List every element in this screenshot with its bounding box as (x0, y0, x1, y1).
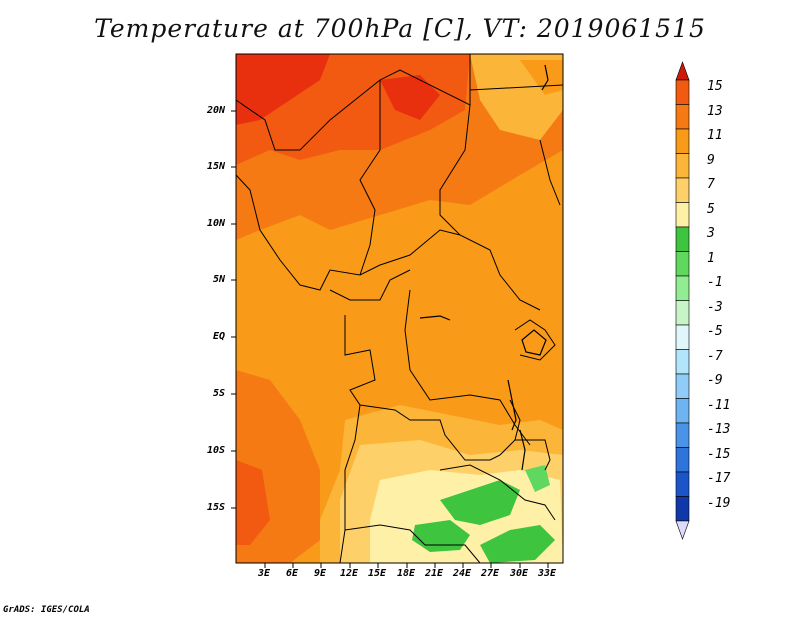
colorbar-swatch (675, 251, 690, 277)
colorbar-swatch (675, 128, 690, 154)
colorbar-swatch (675, 275, 690, 301)
lon-label-30e: 30E (510, 568, 529, 579)
colorbar-label: -13 (707, 422, 731, 437)
colorbar-swatch (675, 177, 690, 203)
colorbar-label: -1 (707, 275, 723, 290)
colorbar-swatch (675, 496, 690, 522)
colorbar-swatch (675, 104, 690, 130)
lon-label-27e: 27E (481, 568, 500, 579)
grads-credit: GrADS: IGES/COLA (3, 605, 90, 615)
colorbar-label: -3 (707, 299, 723, 315)
colorbar-swatch (675, 202, 690, 228)
lon-label-15e: 15E (368, 568, 387, 579)
colorbar-bottom-arrow (675, 520, 690, 540)
colorbar-label: 13 (707, 103, 723, 119)
colorbar-swatch (675, 153, 690, 179)
colorbar-label: -11 (707, 397, 731, 413)
colorbar-label: -19 (707, 495, 731, 511)
colorbar-swatch (675, 226, 690, 252)
lon-label-21e: 21E (425, 568, 444, 579)
lat-label-10n: 10N (207, 218, 226, 229)
lon-label-24e: 24E (453, 568, 472, 579)
axis-ticks (231, 110, 549, 568)
colorbar-swatch (675, 373, 690, 399)
colorbar-label: 7 (707, 177, 715, 192)
colorbar-swatch (675, 398, 690, 424)
lon-label-18e: 18E (397, 568, 416, 579)
colorbar-label: 11 (707, 128, 723, 143)
colorbar-top-arrow (675, 61, 690, 81)
lat-label-5n: 5N (213, 274, 226, 285)
map-frame (235, 53, 564, 564)
lon-label-33e: 33E (538, 568, 557, 579)
lat-label-10s: 10S (207, 445, 226, 456)
colorbar-label: 3 (707, 226, 715, 241)
colorbar-label: 15 (707, 79, 723, 94)
map-title: Temperature at 700hPa [C], VT: 201906151… (94, 14, 706, 43)
lakes (419, 64, 549, 471)
colorbar-label: 5 (707, 201, 715, 217)
colorbar-swatch (675, 300, 690, 326)
colorbar-label: -5 (707, 324, 723, 339)
colorbar-swatch (675, 447, 690, 473)
colorbar-label: -7 (707, 348, 723, 364)
colorbar-label: 1 (707, 250, 715, 266)
colorbar-label: 9 (707, 152, 715, 168)
colorbar-swatch (675, 422, 690, 448)
colorbar (675, 61, 690, 540)
lon-label-6e: 6E (286, 568, 299, 579)
lat-label-20n: 20N (207, 105, 226, 116)
colorbar-swatch (675, 349, 690, 375)
lat-label-5s: 5S (213, 388, 226, 399)
lon-label-9e: 9E (314, 568, 327, 579)
lon-label-12e: 12E (340, 568, 359, 579)
temperature-field (236, 54, 563, 563)
lat-label-eq: EQ (213, 331, 226, 342)
colorbar-label: -17 (707, 471, 731, 486)
colorbar-label: -15 (707, 446, 731, 462)
colorbar-swatch (675, 324, 690, 350)
lon-label-3e: 3E (258, 568, 271, 579)
colorbar-label: -9 (707, 373, 723, 388)
lat-label-15n: 15N (207, 161, 226, 172)
colorbar-swatch (675, 471, 690, 497)
colorbar-swatch (675, 79, 690, 105)
country-borders (236, 54, 563, 563)
lat-label-15s: 15S (207, 502, 226, 513)
